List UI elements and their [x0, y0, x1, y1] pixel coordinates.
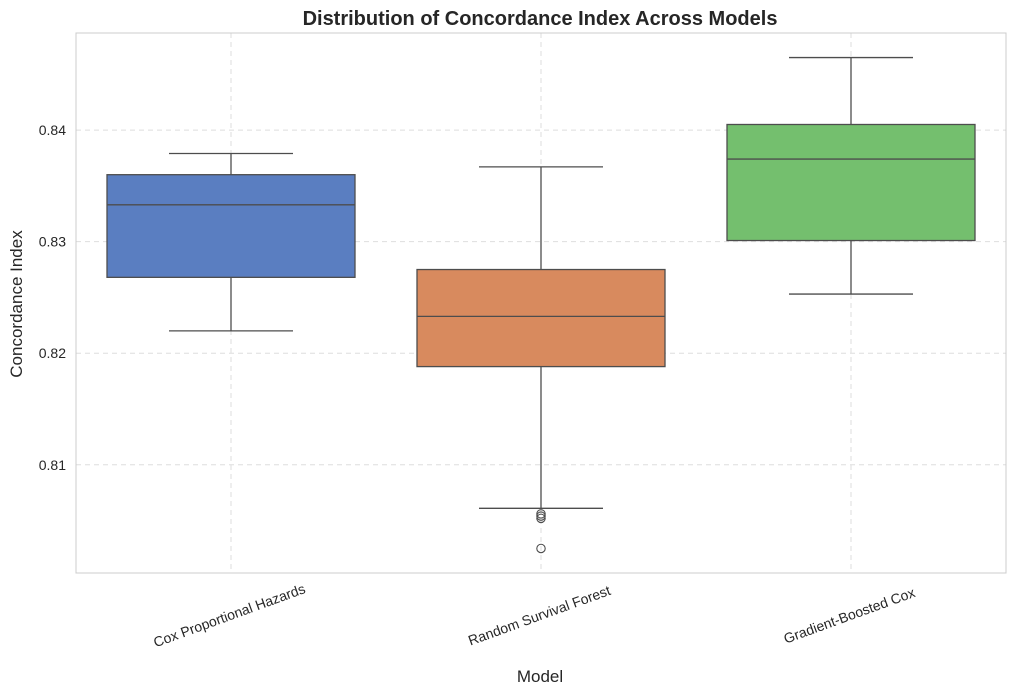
- y-tick-label: 0.82: [39, 345, 66, 361]
- x-axis-label: Model: [517, 667, 563, 686]
- x-tick-labels: Cox Proportional Hazards Random Survival …: [151, 580, 917, 650]
- chart-title: Distribution of Concordance Index Across…: [303, 8, 778, 30]
- outlier-point: [536, 511, 546, 521]
- y-axis-label: Concordance Index: [7, 230, 26, 378]
- box-group: [106, 152, 356, 332]
- box-group: [726, 56, 976, 295]
- iqr-box: [416, 268, 666, 368]
- x-tick-label: Cox Proportional Hazards: [151, 580, 307, 650]
- x-tick-label: Gradient-Boosted Cox: [781, 584, 917, 646]
- iqr-box: [106, 174, 356, 278]
- y-tick-label: 0.83: [39, 234, 66, 250]
- box-group: [416, 166, 666, 554]
- outlier-point: [536, 509, 546, 519]
- outlier-point: [536, 513, 546, 524]
- y-tick-labels: 0.81 0.82 0.83 0.84: [39, 122, 66, 473]
- plot-frame: [75, 32, 1007, 574]
- iqr-box: [726, 123, 976, 242]
- x-tick-label: Random Survival Forest: [466, 582, 613, 648]
- y-tick-label: 0.81: [39, 457, 66, 473]
- y-tick-label: 0.84: [39, 122, 66, 138]
- outlier-point: [536, 543, 546, 554]
- boxes: [106, 56, 976, 554]
